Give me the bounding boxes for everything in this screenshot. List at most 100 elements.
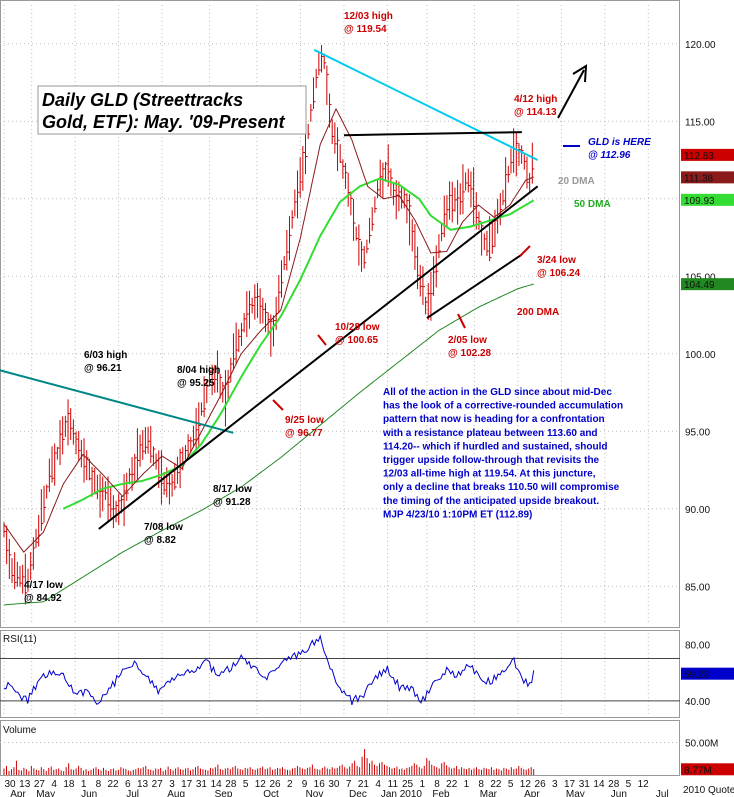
trend-lines — [0, 49, 539, 530]
x-month-label: Feb — [432, 789, 450, 797]
title-line-1: Daily GLD (Streettracks — [42, 90, 243, 110]
x-day-label: 30 — [328, 779, 340, 790]
x-day-label: 27 — [34, 779, 46, 790]
price-badge-value: 104.49 — [684, 280, 715, 291]
rsi-path — [3, 634, 535, 706]
volume-badge — [681, 763, 734, 776]
trendline-support-1 — [98, 185, 539, 530]
upside-arrow — [557, 64, 588, 119]
price-tick-label: 85.00 — [685, 582, 710, 593]
x-day-label: 5 — [508, 779, 514, 790]
x-day-label: 31 — [579, 779, 591, 790]
dma200-line — [3, 283, 534, 606]
price-tick-label: 90.00 — [685, 505, 710, 516]
x-day-label: 26 — [535, 779, 547, 790]
annot-200dma: 200 DMA — [517, 307, 559, 318]
price-bars — [3, 45, 535, 605]
x-month-label: May — [36, 789, 55, 797]
price-badge-value: 112.83 — [684, 151, 714, 162]
x-day-label: 3 — [552, 779, 558, 790]
x-month-label: Apr — [10, 789, 26, 797]
x-day-label: 21 — [358, 779, 370, 790]
x-month-label: Jul — [656, 789, 669, 797]
x-day-label: 6 — [125, 779, 131, 790]
annotations: 12/03 high @ 119.54 4/12 high @ 114.13 GLD… — [24, 11, 651, 604]
price-tick-label: 105.00 — [685, 272, 716, 283]
x-day-label: 8 — [96, 779, 102, 790]
price-badge — [681, 278, 734, 291]
x-month-label: Sep — [215, 789, 233, 797]
x-day-label: 13 — [137, 779, 149, 790]
x-month-label: May — [566, 789, 585, 797]
x-month-label: Apr — [524, 789, 540, 797]
rsi-tick-label: 80.00 — [685, 640, 710, 651]
x-day-label: 1 — [81, 779, 87, 790]
y-axis-labels: 85.0090.0095.00100.00105.00110.00115.001… — [685, 40, 718, 750]
x-day-label: 28 — [225, 779, 237, 790]
x-day-label: 27 — [152, 779, 164, 790]
price-badge-value: 109.93 — [684, 196, 715, 207]
annot-jul08-low: 7/08 low @ 8.82 — [144, 522, 183, 546]
annot-jun03-high: 6/03 high @ 96.21 — [84, 350, 127, 374]
x-day-label: 1 — [464, 779, 470, 790]
x-day-label: 12 — [638, 779, 650, 790]
annot-50dma: 50 DMA — [574, 199, 611, 210]
x-day-label: 8 — [434, 779, 440, 790]
trendline-downtrend — [0, 369, 234, 434]
rsi-panel — [0, 630, 680, 718]
x-month-label: Jan 2010 — [381, 789, 423, 797]
volume-tick-label: 50.00M — [685, 739, 718, 750]
x-day-label: 13 — [19, 779, 31, 790]
annot-oct28-low: 10/28 low @ 100.65 — [335, 322, 380, 346]
x-day-label: 5 — [626, 779, 632, 790]
annot-gld-here: GLD is HERE @ 112.96 — [588, 137, 651, 161]
x-month-label: Mar — [480, 789, 498, 797]
volume-label: Volume — [3, 725, 37, 736]
price-tick-label: 115.00 — [685, 117, 715, 128]
x-day-label: 5 — [243, 779, 249, 790]
x-day-label: 18 — [63, 779, 75, 790]
price-tick-label: 120.00 — [685, 40, 716, 51]
annot-20dma: 20 DMA — [558, 176, 595, 187]
x-day-label: 2 — [287, 779, 293, 790]
x-month-label: Nov — [306, 789, 324, 797]
rsi-label: RSI(11) — [3, 634, 37, 645]
title-line-2: Gold, ETF): May. '09-Present — [42, 112, 286, 132]
x-day-label: 30 — [4, 779, 16, 790]
dma50-line — [62, 177, 535, 510]
x-day-label: 3 — [169, 779, 175, 790]
x-axis-labels: 30 13 27 4 18 1 8 22 6 13 27 3 17 31 14 28 5 12 26 2 9 16 30 7 2… — [4, 779, 668, 797]
annot-sep25-low: 9/25 low @ 96.77 — [285, 415, 324, 439]
x-month-label: Dec — [349, 789, 367, 797]
x-day-label: 22 — [490, 779, 502, 790]
annot-aug04-high: 8/04 high @ 95.25 — [177, 365, 220, 389]
price-badge — [681, 193, 734, 206]
x-day-label: 22 — [108, 779, 120, 790]
annot-dec03-high: 12/03 high @ 119.54 — [344, 11, 393, 35]
annot-mar24-low: 3/24 low @ 106.24 — [537, 255, 581, 279]
volume-bars — [3, 749, 535, 775]
x-day-label: 7 — [346, 779, 352, 790]
rsi-line — [3, 634, 535, 706]
price-badge — [681, 171, 734, 184]
annot-apr17-low: 4/17 low @ 84.92 — [24, 580, 63, 604]
x-day-label: 12 — [520, 779, 532, 790]
volume-badge-value: 8.77M — [684, 765, 712, 776]
x-day-label: 16 — [314, 779, 326, 790]
price-tick-label: 95.00 — [685, 427, 710, 438]
price-tick-label: 100.00 — [685, 350, 716, 361]
annot-aug17-low: 8/17 low @ 91.28 — [213, 484, 252, 508]
annot-feb05-low: 2/05 low @ 102.28 — [448, 335, 492, 359]
dma20-line — [3, 107, 534, 553]
x-day-label: 8 — [478, 779, 484, 790]
callout-marks — [272, 245, 531, 411]
trendline-resistance — [313, 49, 539, 161]
x-month-label: Jun — [81, 789, 97, 797]
moving-averages — [3, 107, 535, 606]
rsi-badge — [681, 667, 734, 680]
x-day-label: 4 — [51, 779, 57, 790]
x-month-label: Aug — [167, 789, 185, 797]
x-month-label: Jun — [611, 789, 627, 797]
x-day-label: 14 — [593, 779, 605, 790]
x-day-label: 4 — [375, 779, 381, 790]
